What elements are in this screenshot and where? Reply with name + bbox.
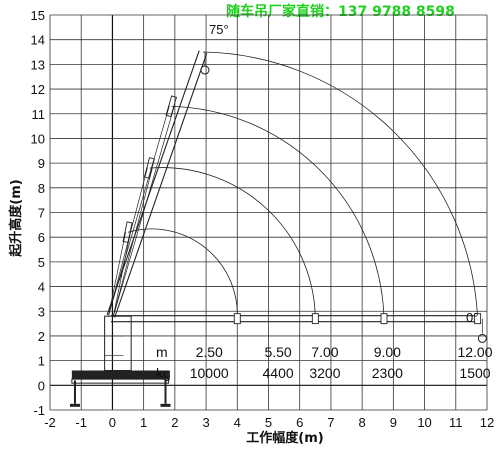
boom-edge (112, 106, 175, 317)
envelope-arc (171, 105, 385, 319)
boom-head (143, 157, 155, 179)
radius-value: 9.00 (374, 344, 401, 360)
base-frame (71, 378, 170, 384)
sales-banner: 随车吊厂家直销：137 9788 8598 (226, 3, 455, 20)
y-tick-label: 2 (38, 329, 45, 344)
y-tick-label: 1 (38, 354, 45, 369)
envelope-arc (149, 167, 316, 324)
grid (49, 14, 488, 411)
angle-label-low: 0° (466, 310, 478, 325)
boom-edge (108, 231, 127, 316)
y-tick-label: 9 (38, 156, 45, 171)
x-tick-label: 11 (449, 415, 463, 430)
boom-edge (112, 168, 153, 317)
outrigger-beam (71, 370, 169, 380)
x-tick-label: 10 (417, 415, 431, 430)
radius-value: 12.00 (457, 344, 492, 360)
x-tick-label: 4 (234, 415, 241, 430)
y-tick-label: 12 (31, 82, 45, 97)
load-row-label: kg (156, 365, 171, 381)
boom-edge (112, 232, 131, 317)
outrigger-foot (160, 403, 171, 407)
x-tick-label: 8 (359, 415, 366, 430)
load-value: 4400 (263, 365, 294, 381)
boom-edge (106, 50, 200, 316)
boom-head (122, 221, 133, 243)
crane-base (69, 315, 171, 407)
y-tick-label: 11 (32, 107, 46, 122)
x-tick-label: 2 (171, 415, 178, 430)
y-tick-label: 15 (31, 8, 45, 23)
x-tick-label: 12 (480, 415, 494, 430)
load-value: 2300 (372, 365, 403, 381)
envelope-arc (127, 228, 238, 319)
y-tick-label: 4 (38, 280, 45, 295)
radius-row-label: m (156, 344, 168, 360)
load-value: 10000 (190, 365, 229, 381)
x-tick-label: 1 (140, 415, 147, 430)
load-value: 3200 (309, 365, 340, 381)
x-tick-label: 0 (109, 415, 116, 430)
load-table: m kg 2.50 10000 5.50 4400 7.00 3200 9.00 2300 12.0… (156, 344, 493, 381)
boom-section-joint (233, 313, 241, 325)
radius-value: 2.50 (196, 344, 223, 360)
envelope-arcs (127, 51, 479, 324)
radius-value: 7.00 (311, 344, 338, 360)
crane-booms (106, 50, 487, 343)
x-tick-label: 5 (265, 415, 272, 430)
boom-section-joint (474, 313, 482, 325)
y-tick-label: 0 (38, 378, 45, 393)
x-tick-label: -2 (44, 415, 56, 430)
boom-head (165, 95, 177, 118)
x-tick-label: 3 (202, 415, 209, 430)
y-tick-label: -1 (33, 403, 45, 418)
boom-edge (108, 105, 170, 316)
y-axis-title: 起升高度(m) (8, 179, 24, 257)
envelope-arc (202, 51, 479, 319)
y-tick-label: 7 (38, 206, 45, 221)
y-tick-label: 5 (38, 255, 45, 270)
y-tick-label: 8 (38, 181, 45, 196)
x-tick-label: 7 (327, 415, 334, 430)
outrigger-foot (69, 403, 80, 407)
hook-icon (477, 333, 487, 343)
y-tick-label: 14 (31, 33, 45, 48)
crane-column (104, 315, 132, 371)
y-tick-label: 10 (31, 131, 45, 146)
y-tick-label: 13 (31, 57, 45, 72)
x-axis-title: 工作幅度(m) (246, 430, 323, 446)
boom-edge (114, 53, 208, 318)
radius-value: 5.50 (264, 344, 291, 360)
y-tick-label: 3 (38, 304, 45, 319)
y-tick-label: 6 (38, 230, 45, 245)
boom-section-joint (311, 313, 319, 325)
tick-labels: -2 -1 0 1 2 3 4 5 6 7 8 9 10 11 12-1012345678910111213… (31, 8, 495, 430)
x-tick-label: 9 (390, 415, 397, 430)
x-tick-label: -1 (75, 415, 87, 430)
angle-label-high: 75° (209, 22, 229, 37)
x-tick-label: 6 (296, 415, 303, 430)
boom-section-joint (380, 313, 388, 325)
hook-icon (200, 65, 210, 75)
load-value: 1500 (459, 365, 490, 381)
